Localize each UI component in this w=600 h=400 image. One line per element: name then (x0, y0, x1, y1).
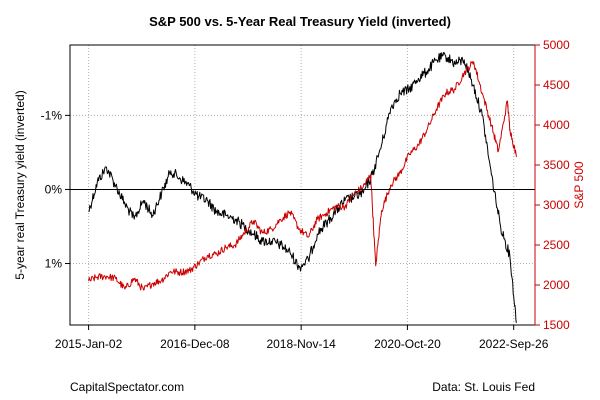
y-right-tick-label: 3000 (543, 198, 570, 212)
chart-title: S&P 500 vs. 5-Year Real Treasury Yield (… (149, 14, 451, 29)
x-tick-label: 2020-Oct-20 (374, 337, 441, 351)
y-axis-right-label: S&P 500 (572, 161, 586, 208)
x-tick-label: 2018-Nov-14 (266, 337, 336, 351)
y-right-tick-label: 1500 (543, 318, 570, 332)
series-real-yield-line (88, 51, 517, 323)
y-right-tick-label: 3500 (543, 158, 570, 172)
y-axis-left: -1% 0% 1% (41, 108, 70, 271)
y-left-tick-label: -1% (41, 108, 63, 122)
x-tick-label: 2016-Dec-08 (160, 337, 230, 351)
y-left-tick-label: 0% (45, 182, 63, 196)
plot-frame (69, 44, 536, 326)
y-right-tick-label: 4000 (543, 118, 570, 132)
y-right-tick-label: 2500 (543, 238, 570, 252)
y-right-tick-label: 5000 (543, 38, 570, 52)
x-tick-label: 2015-Jan-02 (55, 337, 123, 351)
y-axis-left-label: 5-year real Treasury yield (inverted) (13, 90, 27, 279)
y-right-tick-label: 2000 (543, 278, 570, 292)
x-tick-label: 2022-Sep-26 (479, 337, 549, 351)
x-axis: 2015-Jan-02 2016-Dec-08 2018-Nov-14 2020-Oc… (55, 325, 549, 351)
footer-source-left: CapitalSpectator.com (70, 380, 184, 394)
footer-source-right: Data: St. Louis Fed (432, 380, 535, 394)
series-layer (88, 51, 517, 323)
grid-layer (70, 45, 535, 325)
y-axis-right: 1500 2000 2500 3000 3500 4000 4500 5000 (534, 38, 570, 332)
series-sp500-line (88, 61, 517, 291)
y-left-tick-label: 1% (45, 257, 63, 271)
y-right-tick-label: 4500 (543, 78, 570, 92)
